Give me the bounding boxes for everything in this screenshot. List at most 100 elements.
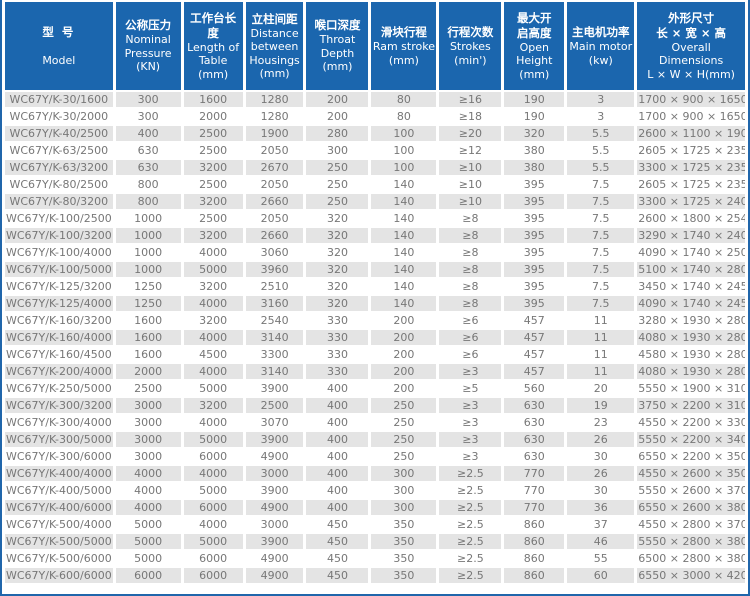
- value-cell-nominal-pressure: 3000: [115, 398, 181, 413]
- value-cell-open-height: 395: [504, 279, 565, 294]
- model-cell: WC67Y/K-125/4000: [5, 296, 113, 311]
- value-cell-ram-stroke: 200: [371, 347, 437, 362]
- value-cell-open-height: 770: [504, 483, 565, 498]
- value-cell-throat-depth: 400: [306, 415, 369, 430]
- value-cell-housing-distance: 4900: [245, 568, 304, 583]
- value-cell-throat-depth: 250: [306, 160, 369, 175]
- value-cell-open-height: 860: [504, 517, 565, 532]
- value-cell-main-motor: 7.5: [567, 245, 635, 260]
- value-cell-main-motor: 11: [567, 313, 635, 328]
- value-cell-ram-stroke: 200: [371, 364, 437, 379]
- column-header-en-line: Height: [516, 54, 553, 68]
- value-cell-throat-depth: 450: [306, 568, 369, 583]
- column-header-zh-line: 公称压力: [125, 18, 172, 33]
- column-header-en-line: between: [250, 40, 299, 53]
- model-cell: WC67Y/K-100/4000: [5, 245, 113, 260]
- value-cell-strokes: ≥8: [439, 228, 502, 243]
- value-cell-main-motor: 30: [567, 483, 635, 498]
- value-cell-open-height: 320: [504, 126, 565, 141]
- value-cell-nominal-pressure: 1250: [115, 296, 181, 311]
- value-cell-strokes: ≥2.5: [439, 517, 502, 532]
- value-cell-overall-dims: 2600 × 1100 × 1900: [637, 126, 745, 141]
- value-cell-housing-distance: 3900: [245, 483, 304, 498]
- value-cell-nominal-pressure: 5000: [115, 551, 181, 566]
- column-header-zh-line: 立柱间距: [251, 11, 298, 26]
- value-cell-table-length: 2500: [183, 126, 243, 141]
- value-cell-main-motor: 7.5: [567, 262, 635, 277]
- value-cell-main-motor: 11: [567, 347, 635, 362]
- value-cell-nominal-pressure: 400: [115, 126, 181, 141]
- value-cell-throat-depth: 320: [306, 296, 369, 311]
- value-cell-overall-dims: 4080 × 1930 × 2800: [637, 364, 745, 379]
- value-cell-table-length: 2500: [183, 177, 243, 192]
- value-cell-housing-distance: 3900: [245, 381, 304, 396]
- value-cell-main-motor: 7.5: [567, 211, 635, 226]
- value-cell-overall-dims: 2600 × 1800 × 2540: [637, 211, 745, 226]
- column-header-zh-line: 主电机功率: [572, 25, 630, 39]
- value-cell-housing-distance: 2050: [245, 211, 304, 226]
- value-cell-ram-stroke: 300: [371, 500, 437, 515]
- value-cell-overall-dims: 6550 × 3000 × 4200: [637, 568, 745, 583]
- value-cell-table-length: 3200: [183, 160, 243, 175]
- value-cell-ram-stroke: 250: [371, 398, 437, 413]
- value-cell-throat-depth: 450: [306, 551, 369, 566]
- value-cell-open-height: 395: [504, 211, 565, 226]
- value-cell-nominal-pressure: 2000: [115, 364, 181, 379]
- value-cell-main-motor: 23: [567, 415, 635, 430]
- value-cell-table-length: 6000: [183, 551, 243, 566]
- value-cell-strokes: ≥3: [439, 415, 502, 430]
- column-header-en-line: Dimensions: [659, 54, 724, 68]
- value-cell-ram-stroke: 140: [371, 296, 437, 311]
- table-row: WC67Y/K-125/3200 1250 3200 2510 320 140 ≥8 395 7…: [5, 279, 745, 294]
- table-row: WC67Y/K-300/6000 3000 6000 4900 400 250 ≥3 630 3…: [5, 449, 745, 464]
- value-cell-ram-stroke: 350: [371, 517, 437, 532]
- value-cell-overall-dims: 4090 × 1740 × 2500: [637, 245, 745, 260]
- value-cell-table-length: 2500: [183, 143, 243, 158]
- model-cell: WC67Y/K-100/3200: [5, 228, 113, 243]
- value-cell-open-height: 860: [504, 534, 565, 549]
- spec-table-body: WC67Y/K-30/1600 300 1600 1280 200 80 ≥16 190 3 17…: [5, 92, 745, 583]
- value-cell-housing-distance: 3900: [245, 432, 304, 447]
- value-cell-throat-depth: 200: [306, 109, 369, 124]
- value-cell-housing-distance: 4900: [245, 551, 304, 566]
- value-cell-open-height: 457: [504, 364, 565, 379]
- model-cell: WC67Y/K-80/3200: [5, 194, 113, 209]
- value-cell-strokes: ≥6: [439, 330, 502, 345]
- value-cell-nominal-pressure: 1000: [115, 262, 181, 277]
- value-cell-table-length: 2500: [183, 211, 243, 226]
- model-cell: WC67Y/K-300/6000: [5, 449, 113, 464]
- column-header-housing-distance: 立柱间距 Distance between Housings (mm): [245, 2, 304, 90]
- value-cell-throat-depth: 250: [306, 194, 369, 209]
- value-cell-main-motor: 7.5: [567, 177, 635, 192]
- column-header-en-line: Distance: [250, 26, 299, 40]
- value-cell-housing-distance: 2660: [245, 194, 304, 209]
- value-cell-housing-distance: 4900: [245, 500, 304, 515]
- value-cell-strokes: ≥8: [439, 245, 502, 260]
- table-row: WC67Y/K-160/4500 1600 4500 3300 330 200 ≥6 457 1…: [5, 347, 745, 362]
- value-cell-open-height: 630: [504, 415, 565, 430]
- column-header-en-line: (kw): [588, 53, 613, 67]
- table-row: WC67Y/K-500/5000 5000 5000 3900 450 350 ≥2.5 86…: [5, 534, 745, 549]
- model-cell: WC67Y/K-40/2500: [5, 126, 113, 141]
- value-cell-strokes: ≥10: [439, 160, 502, 175]
- value-cell-throat-depth: 330: [306, 347, 369, 362]
- value-cell-main-motor: 30: [567, 449, 635, 464]
- value-cell-nominal-pressure: 4000: [115, 500, 181, 515]
- table-row: WC67Y/K-100/4000 1000 4000 3060 320 140 ≥8 395 7…: [5, 245, 745, 260]
- table-row: WC67Y/K-200/4000 2000 4000 3140 330 200 ≥3 457 1…: [5, 364, 745, 379]
- value-cell-table-length: 5000: [183, 483, 243, 498]
- value-cell-strokes: ≥2.5: [439, 483, 502, 498]
- value-cell-ram-stroke: 140: [371, 211, 437, 226]
- value-cell-strokes: ≥2.5: [439, 534, 502, 549]
- value-cell-throat-depth: 320: [306, 228, 369, 243]
- value-cell-housing-distance: 3300: [245, 347, 304, 362]
- value-cell-nominal-pressure: 2500: [115, 381, 181, 396]
- column-header-zh-line: 型 号: [42, 24, 76, 39]
- value-cell-overall-dims: 4580 × 1930 × 2800: [637, 347, 745, 362]
- column-header-en-line: (mm): [198, 67, 229, 81]
- value-cell-open-height: 457: [504, 330, 565, 345]
- value-cell-ram-stroke: 350: [371, 551, 437, 566]
- value-cell-housing-distance: 3160: [245, 296, 304, 311]
- value-cell-ram-stroke: 250: [371, 432, 437, 447]
- value-cell-open-height: 190: [504, 92, 565, 107]
